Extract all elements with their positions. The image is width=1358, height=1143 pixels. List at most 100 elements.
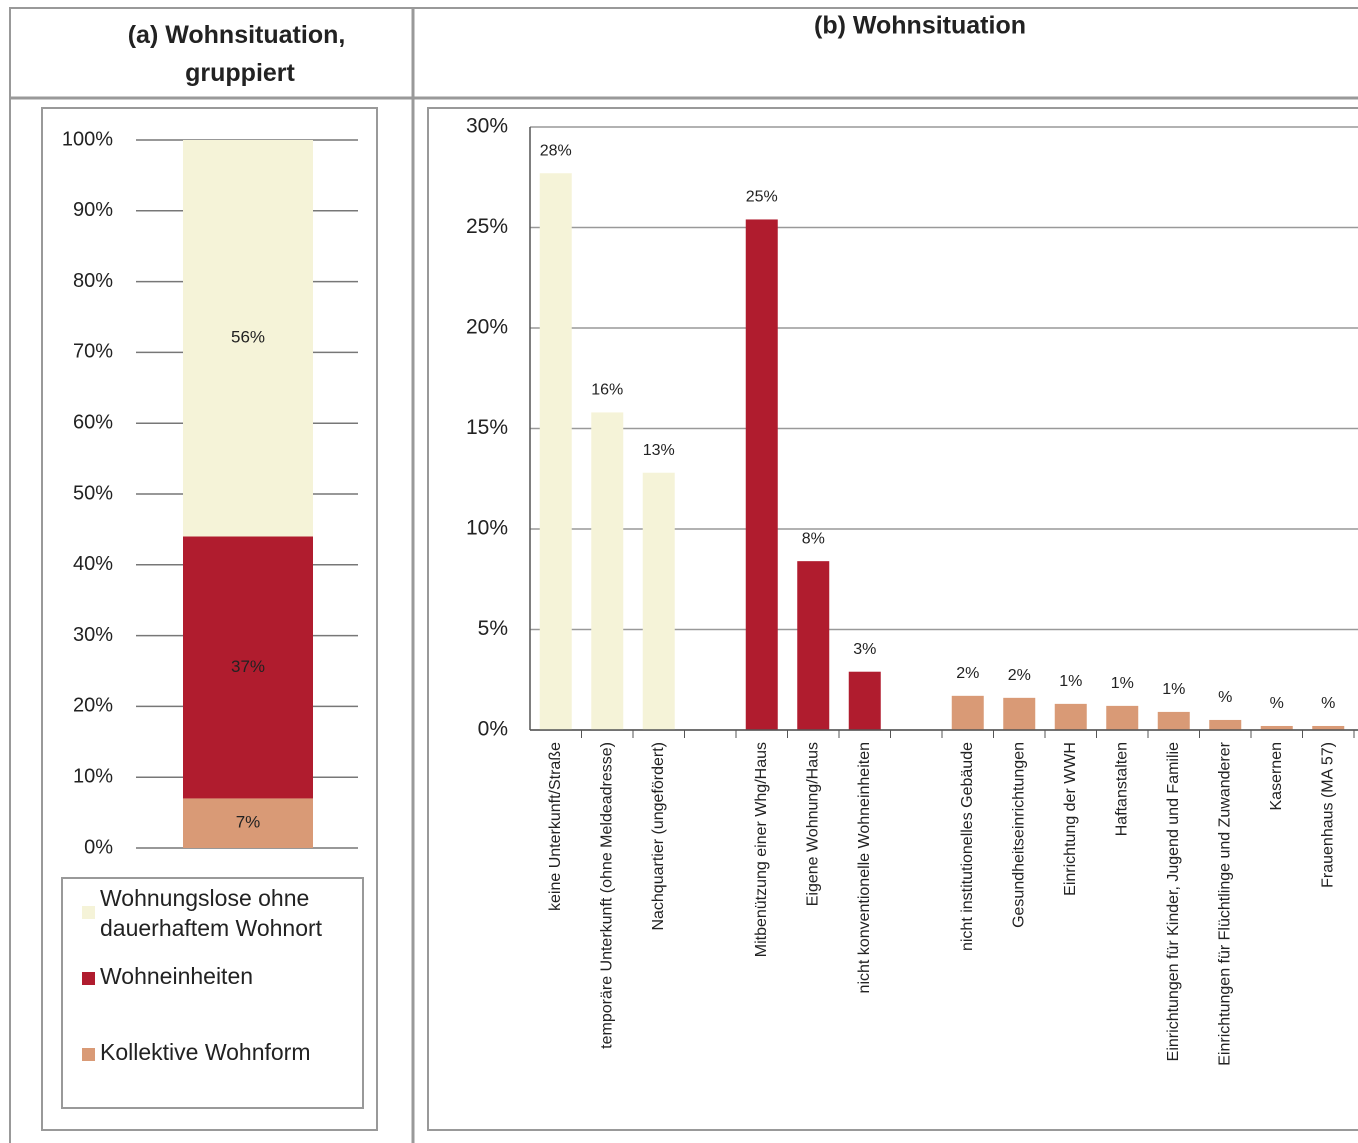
y-tick-label: 5% [478, 617, 508, 640]
y-tick-label: 30% [73, 624, 113, 646]
text-line: (a) Wohnsituation, [128, 21, 353, 49]
chart-b-frame [427, 107, 1358, 1131]
text-line: Mitbenützung einer Whg/Haus [753, 742, 770, 957]
legend-label: Wohnungslose ohne dauerhaftem Wohnort [100, 885, 323, 941]
legend-swatch [82, 1048, 95, 1061]
chart-a-frame [41, 107, 378, 1131]
x-tick-label: Einrichtung der WWH [1062, 742, 1079, 896]
text-line: Eigene Wohnung/Haus [804, 742, 821, 906]
x-tick-label: Einrichtungen für Flüchtlinge und Zuwand… [1216, 741, 1233, 1065]
y-tick-label: 90% [73, 199, 113, 221]
x-label-group: temporäre Unterkunft (ohne Meldeadresse) [598, 742, 615, 1049]
text-line: dauerhaftem Wohnort [100, 915, 323, 941]
x-tick-label: Eigene Wohnung/Haus [804, 742, 821, 906]
y-tick-label: 0% [84, 836, 113, 858]
y-tick-label: 40% [73, 553, 113, 575]
value-label: 2% [1008, 667, 1031, 684]
x-tick-label: Haftanstalten [1113, 742, 1130, 836]
y-tick-label: 30% [466, 115, 508, 138]
x-label-group: keine Unterkunft/Straße [547, 742, 564, 911]
legend-label: Wohneinheiten [100, 963, 253, 989]
y-tick-label: 25% [466, 215, 508, 238]
x-label-group: Einrichtungen für Flüchtlinge und Zuwand… [1216, 741, 1233, 1065]
x-label-group: Mitbenützung einer Whg/Haus [753, 742, 770, 957]
bar-segment [183, 798, 313, 848]
value-label: 25% [746, 189, 778, 206]
text-line: nicht institutionelles Gebäude [959, 742, 976, 951]
y-tick-label: 70% [73, 341, 113, 363]
x-label-group: Frauenhaus (MA 57) [1319, 742, 1336, 888]
bar [951, 695, 984, 730]
text-line: keine Unterkunft/Straße [547, 742, 564, 911]
y-tick-label: 80% [73, 270, 113, 292]
table-frame [9, 7, 1358, 1143]
text-line: Kollektive Wohnform [100, 1039, 311, 1065]
value-label: 56% [231, 328, 265, 347]
value-label: 13% [643, 442, 675, 459]
text-line: Nachquartier (ungefördert) [650, 742, 667, 931]
bar [848, 671, 881, 730]
y-tick-label: 0% [478, 718, 508, 741]
bar-segment [183, 536, 313, 799]
x-tick-label: Gesundheitseinrichtungen [1010, 742, 1027, 928]
bar [1157, 711, 1190, 730]
text-line: Einrichtungen für Flüchtlinge und Zuwand… [1216, 741, 1233, 1065]
x-tick-label: Kasernen [1268, 742, 1285, 811]
x-label-group: Kasernen [1268, 742, 1285, 811]
value-label: 28% [540, 142, 572, 159]
text-line: Einrichtungen für Kinder, Jugend und Fam… [1165, 742, 1182, 1061]
y-tick-label: 60% [73, 411, 113, 433]
bar [1312, 725, 1345, 730]
y-tick-label: 15% [466, 416, 508, 439]
x-tick-label: keine Unterkunft/Straße [547, 742, 564, 911]
value-label: 1% [1059, 673, 1082, 690]
bar [1106, 705, 1139, 730]
value-label: 37% [231, 657, 265, 676]
x-label-group: Einrichtungen für Kinder, Jugend und Fam… [1165, 742, 1182, 1061]
value-label: 3% [853, 641, 876, 658]
x-tick-label: Nachquartier (ungefördert) [650, 742, 667, 931]
text-line: temporäre Unterkunft (ohne Meldeadresse) [598, 742, 615, 1049]
bar [591, 412, 624, 730]
bar [1260, 725, 1293, 730]
x-label-group: Einrichtung der WWH [1062, 742, 1079, 896]
text-line: gruppiert [185, 59, 295, 87]
x-tick-label: nicht konventionelle Wohneinheiten [856, 742, 873, 993]
bar [745, 219, 778, 730]
x-tick-label: temporäre Unterkunft (ohne Meldeadresse) [598, 742, 615, 1049]
value-label: 8% [802, 530, 825, 547]
legend-swatch [82, 906, 95, 919]
legend-swatch [82, 972, 95, 985]
x-label-group: Eigene Wohnung/Haus [804, 742, 821, 906]
value-label: 1% [1111, 675, 1134, 692]
x-label-group: nicht konventionelle Wohneinheiten [856, 742, 873, 993]
bar [1054, 703, 1087, 730]
value-label: % [1321, 695, 1335, 712]
text-line: nicht konventionelle Wohneinheiten [856, 742, 873, 993]
value-label: 16% [591, 382, 623, 399]
text-line: Wohneinheiten [100, 963, 253, 989]
bar [1003, 697, 1036, 730]
value-label: % [1270, 695, 1284, 712]
x-tick-label: Mitbenützung einer Whg/Haus [753, 742, 770, 957]
x-label-group: Nachquartier (ungefördert) [650, 742, 667, 931]
text-line: Einrichtung der WWH [1062, 742, 1079, 896]
bar [539, 173, 572, 731]
y-tick-label: 10% [73, 765, 113, 787]
x-label-group: Haftanstalten [1113, 742, 1130, 836]
text-line: Haftanstalten [1113, 742, 1130, 836]
chart-title: (a) Wohnsituation, gruppiert [128, 21, 353, 87]
text-line: Gesundheitseinrichtungen [1010, 742, 1027, 928]
text-line: Frauenhaus (MA 57) [1319, 742, 1336, 888]
x-label-group: nicht institutionelles Gebäude [959, 742, 976, 951]
legend-frame [61, 877, 364, 1109]
value-label: 1% [1162, 681, 1185, 698]
chart-title: (b) Wohnsituation [814, 12, 1026, 40]
x-tick-label: nicht institutionelles Gebäude [959, 742, 976, 951]
y-tick-label: 100% [62, 128, 113, 150]
y-tick-label: 10% [466, 517, 508, 540]
x-tick-label: Einrichtungen für Kinder, Jugend und Fam… [1165, 742, 1182, 1061]
bar [797, 561, 830, 730]
bar-segment [183, 140, 313, 537]
